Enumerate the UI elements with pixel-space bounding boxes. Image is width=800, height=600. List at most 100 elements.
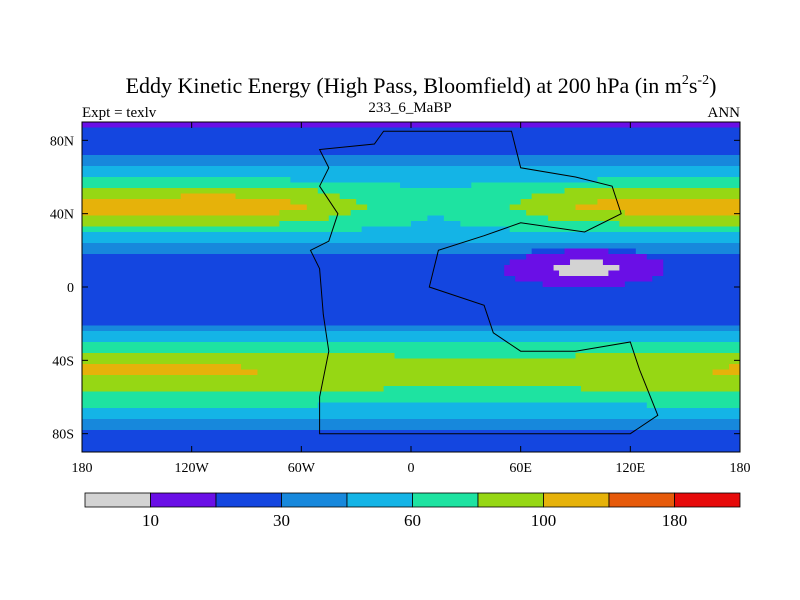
field-cell: [652, 276, 740, 283]
colorbar-box: [412, 492, 479, 508]
field-cell: [82, 204, 308, 211]
field-cell: [339, 193, 533, 200]
field-cell: [509, 204, 577, 211]
plot-frame: [81, 121, 741, 453]
field-cell: [82, 386, 385, 393]
colorbar-box: [84, 492, 151, 508]
field-cell: [82, 221, 280, 228]
field-cell: [82, 259, 511, 266]
field-cell: [553, 265, 620, 272]
field-cell: [663, 259, 740, 266]
colorbar-label: 30: [273, 511, 290, 530]
field-cell: [82, 369, 259, 376]
field-cell: [82, 193, 182, 200]
y-tick-label: 80S: [52, 428, 74, 443]
y-tick-label: 0: [67, 281, 74, 296]
field-cell: [82, 160, 740, 167]
field-cell: [597, 199, 740, 206]
field-cell: [82, 182, 401, 189]
field-cell: [82, 177, 291, 184]
field-cell: [279, 210, 352, 217]
field-cell: [531, 248, 566, 255]
field-cell: [619, 221, 740, 228]
field-cell: [82, 188, 319, 195]
field-cell: [82, 430, 740, 437]
field-cell: [580, 386, 740, 393]
field-cell: [82, 171, 740, 178]
field-cell: [82, 364, 242, 371]
field-cell: [82, 413, 740, 420]
chart-title-close: ): [709, 73, 716, 98]
chart-title: Eddy Kinetic Energy (High Pass, Bloomfie…: [126, 73, 717, 98]
field-cell: [520, 199, 599, 206]
field-cell: [82, 199, 291, 206]
field-cell: [361, 226, 511, 233]
field-cell: [608, 270, 664, 277]
colorbar-label: 10: [142, 511, 159, 530]
field-cell: [82, 298, 740, 305]
x-tick-label: 180: [72, 461, 93, 476]
contour-field: [82, 122, 740, 452]
field-cell: [82, 424, 740, 431]
field-cell: [279, 221, 412, 228]
x-tick-label: 120W: [175, 461, 210, 476]
field-cell: [82, 303, 740, 310]
field-cell: [646, 254, 740, 261]
field-cell: [471, 182, 740, 189]
colorbar-label: 180: [662, 511, 688, 530]
field-cell: [509, 226, 740, 233]
field-cell: [663, 270, 740, 277]
field-cell: [180, 193, 237, 200]
y-tick-label: 40N: [50, 208, 74, 223]
x-tick-label: 0: [408, 461, 415, 476]
field-cell: [82, 314, 740, 321]
field-cell: [82, 276, 516, 283]
field-cell: [82, 397, 740, 404]
field-cell: [383, 386, 582, 393]
field-cell: [394, 353, 577, 360]
chart-title-sup2: -2: [697, 73, 709, 88]
field-cell: [564, 188, 740, 195]
field-cell: [82, 309, 740, 316]
field-cell: [82, 325, 740, 332]
y-tick-label: 40S: [52, 354, 74, 369]
field-cell: [257, 369, 714, 376]
chart-title-main: Eddy Kinetic Energy (High Pass, Bloomfie…: [126, 73, 682, 98]
x-tick-label: 120E: [616, 461, 646, 476]
colorbar: 10 30 60 100 180: [84, 492, 741, 530]
field-cell: [526, 210, 626, 217]
colorbar-box: [674, 492, 741, 508]
field-cell: [663, 265, 740, 272]
field-cell: [575, 204, 740, 211]
field-cell: [542, 281, 626, 288]
field-cell: [82, 380, 740, 387]
field-cell: [729, 364, 740, 371]
field-cell: [82, 127, 740, 134]
field-cell: [82, 133, 740, 140]
field-cell: [82, 232, 740, 239]
field-cell: [82, 353, 396, 360]
field-cell: [400, 182, 472, 189]
experiment-label: Expt = texlv: [82, 105, 157, 121]
field-cell: [82, 435, 740, 442]
season-label: ANN: [708, 105, 741, 121]
field-cell: [82, 243, 740, 250]
field-cell: [82, 265, 505, 272]
field-cell: [635, 248, 740, 255]
field-cell: [82, 210, 280, 217]
field-cell: [356, 199, 522, 206]
field-cell: [82, 342, 740, 349]
field-cell: [82, 254, 527, 261]
colorbar-box: [215, 492, 282, 508]
colorbar-box: [150, 492, 217, 508]
field-cell: [82, 358, 740, 365]
field-cell: [624, 281, 740, 288]
field-cell: [515, 276, 653, 283]
field-cell: [290, 199, 357, 206]
field-cell: [624, 210, 740, 217]
field-cell: [712, 369, 740, 376]
field-cell: [411, 221, 461, 228]
colorbar-label: 100: [531, 511, 557, 530]
field-cell: [570, 259, 604, 266]
colorbar-box: [477, 492, 544, 508]
